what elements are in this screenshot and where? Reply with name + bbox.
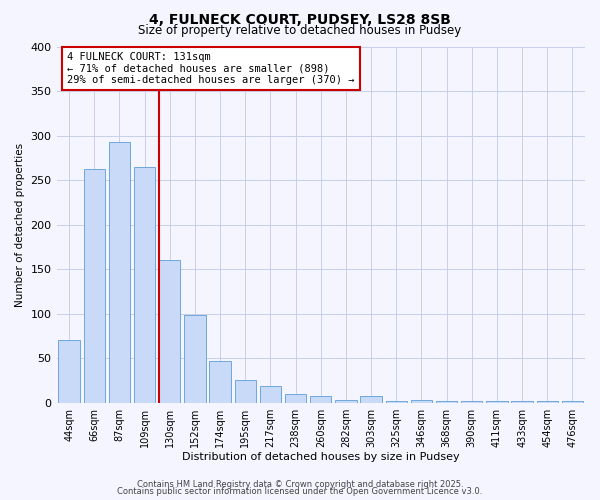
Text: Size of property relative to detached houses in Pudsey: Size of property relative to detached ho… [139,24,461,37]
X-axis label: Distribution of detached houses by size in Pudsey: Distribution of detached houses by size … [182,452,460,462]
Bar [260,386,281,402]
Bar [436,401,457,402]
Bar [461,401,482,402]
Bar [411,400,432,402]
Bar [285,394,307,402]
Bar [58,340,80,402]
Bar [361,396,382,402]
Bar [536,401,558,402]
Bar [511,401,533,402]
Bar [310,396,331,402]
Bar [235,380,256,402]
Bar [159,260,181,402]
Text: Contains HM Land Registry data © Crown copyright and database right 2025.: Contains HM Land Registry data © Crown c… [137,480,463,489]
Bar [209,361,231,403]
Text: Contains public sector information licensed under the Open Government Licence v3: Contains public sector information licen… [118,488,482,496]
Bar [83,168,105,402]
Bar [335,400,356,402]
Bar [386,401,407,402]
Bar [486,401,508,402]
Text: 4 FULNECK COURT: 131sqm
← 71% of detached houses are smaller (898)
29% of semi-d: 4 FULNECK COURT: 131sqm ← 71% of detache… [67,52,355,85]
Bar [109,142,130,403]
Text: 4, FULNECK COURT, PUDSEY, LS28 8SB: 4, FULNECK COURT, PUDSEY, LS28 8SB [149,12,451,26]
Bar [134,166,155,402]
Y-axis label: Number of detached properties: Number of detached properties [15,142,25,306]
Bar [562,401,583,402]
Bar [184,314,206,402]
